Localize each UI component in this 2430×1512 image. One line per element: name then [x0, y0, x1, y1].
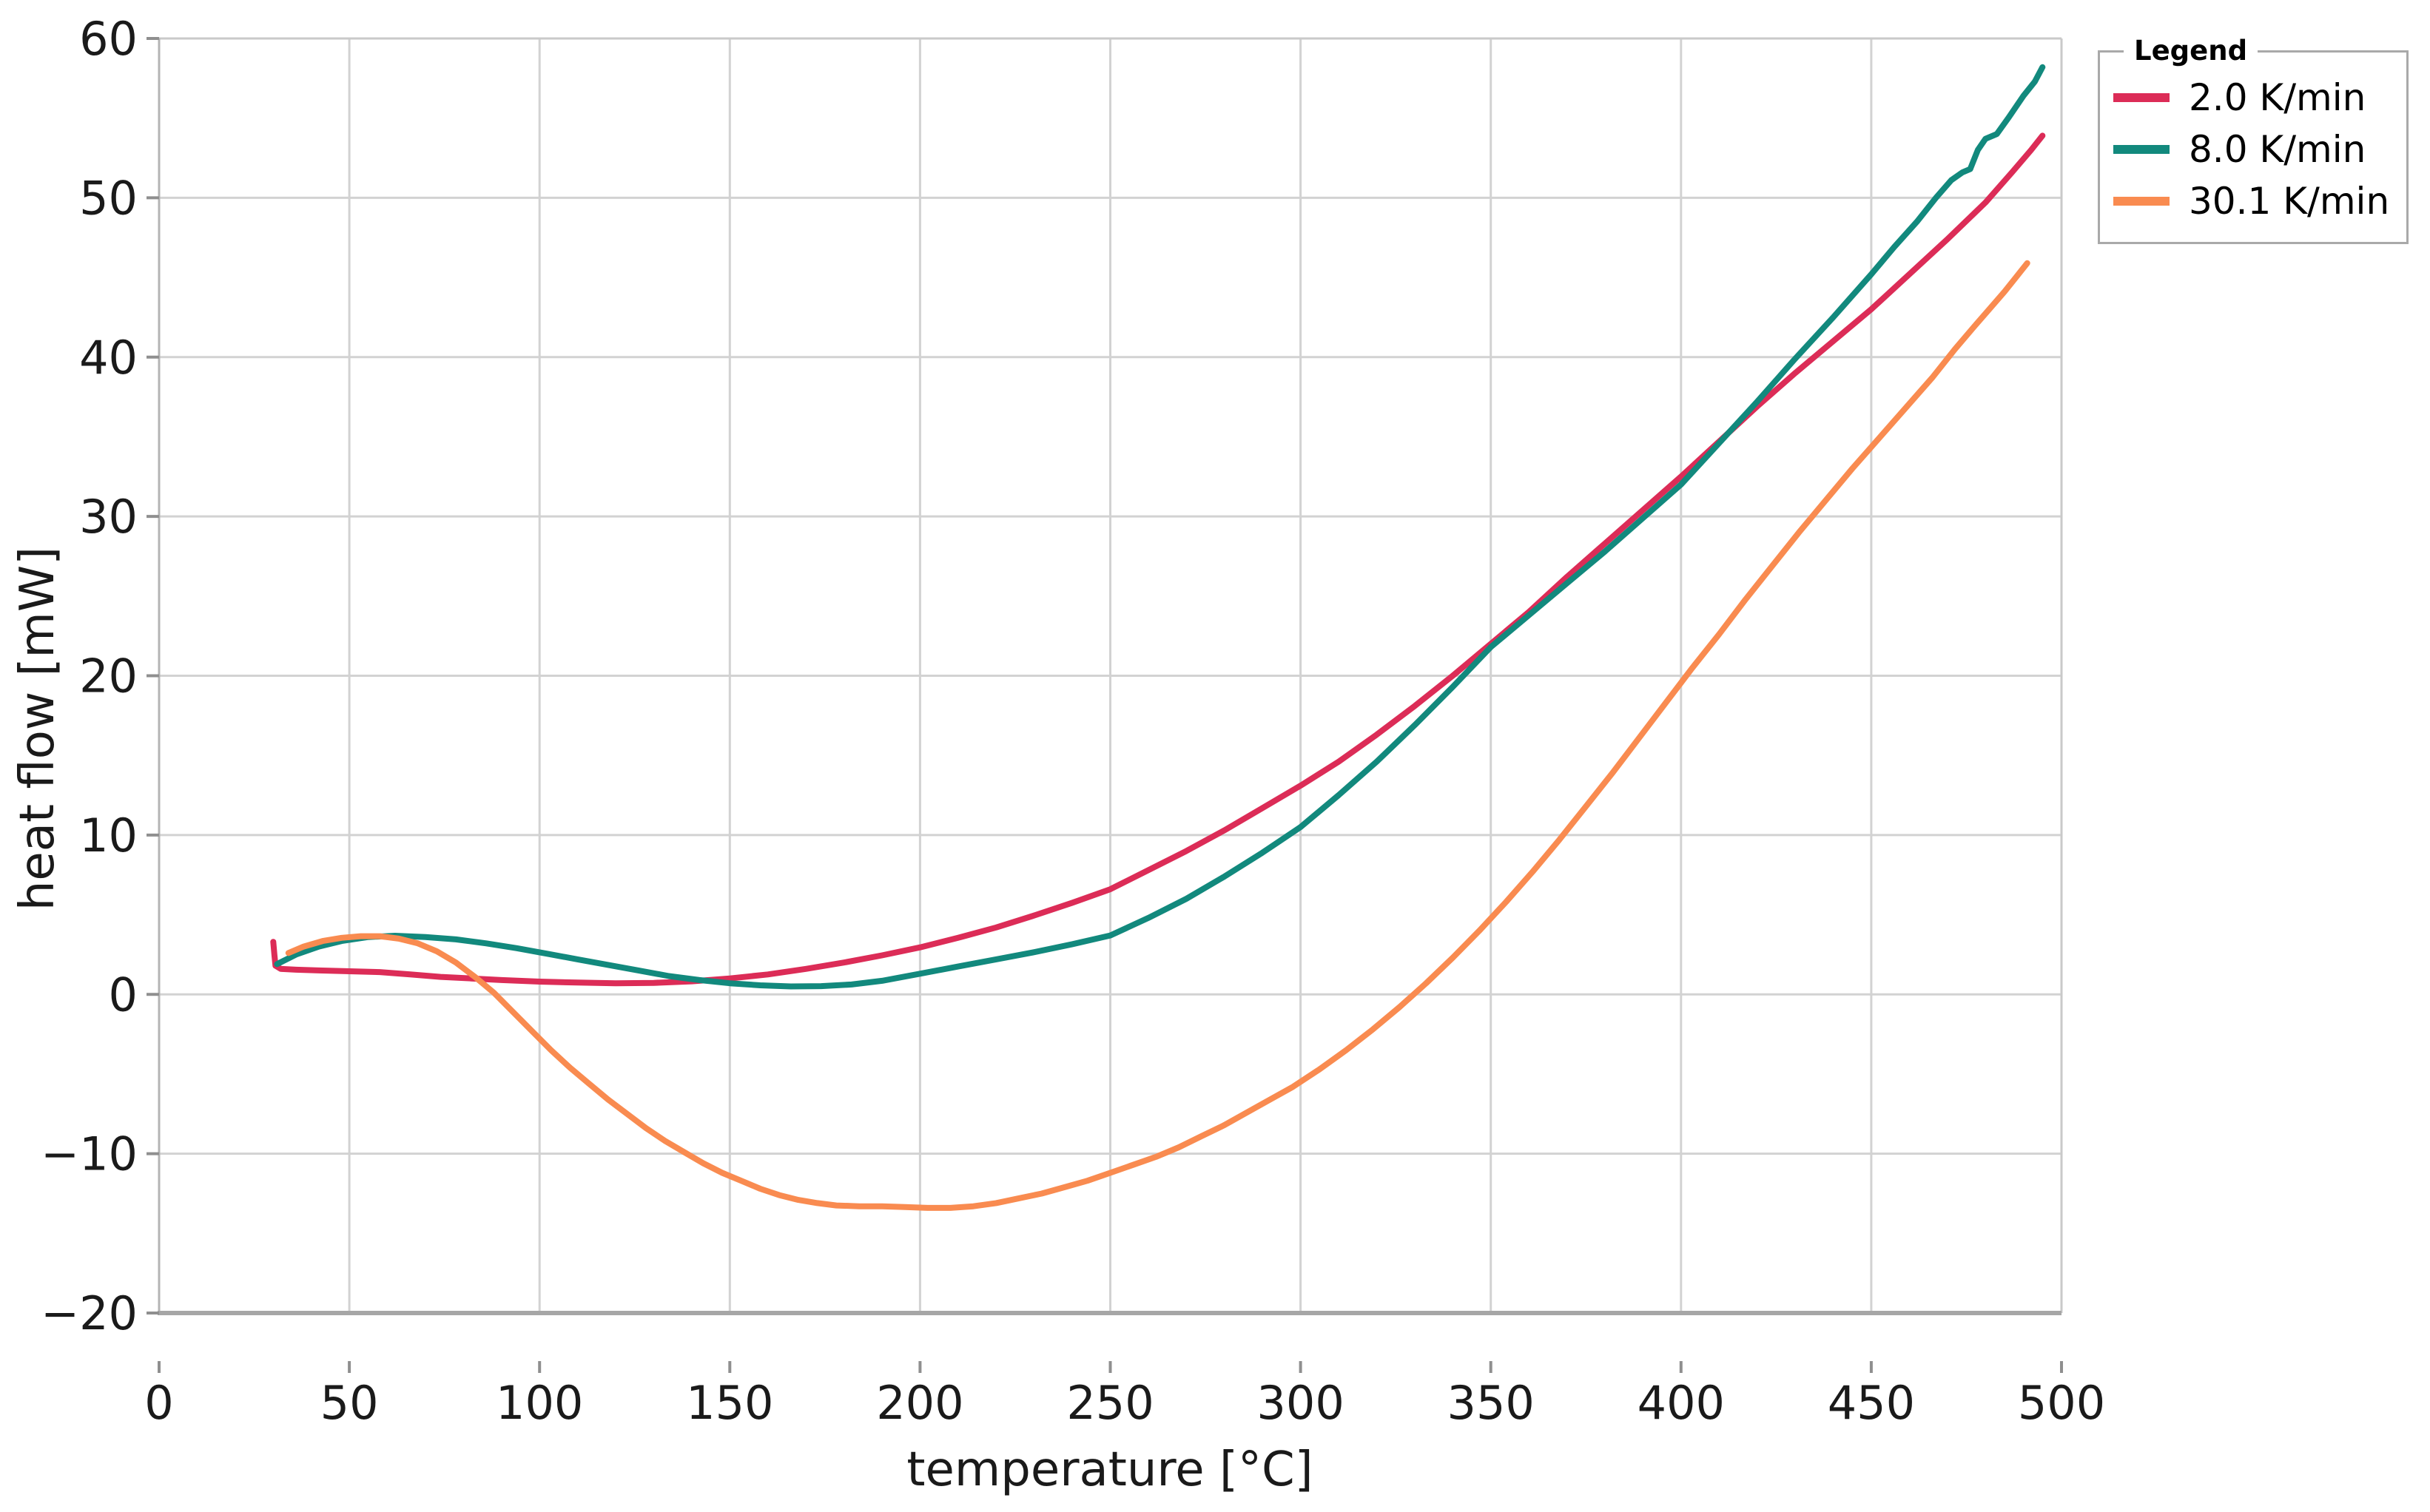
x-tick-label: 100	[496, 1376, 583, 1430]
legend-item: 2.0 K/min	[2100, 72, 2406, 124]
legend-item: 8.0 K/min	[2100, 124, 2406, 175]
y-tick-label: 40	[79, 331, 138, 385]
x-tick-label: 300	[1256, 1376, 1344, 1430]
axis-tick-labels: 0 50 100 150 200 250 300 350 400 450 500 −20 −10 0 10 2…	[41, 12, 2105, 1430]
curve-2.0-K/min	[270, 132, 2046, 987]
plot-border	[158, 37, 2063, 1315]
x-tick-label: 500	[2018, 1376, 2105, 1430]
x-tick-label: 150	[686, 1376, 773, 1430]
y-tick-label: 20	[79, 649, 138, 703]
axis-tick-marks	[147, 37, 2063, 1373]
y-tick-label: 10	[79, 809, 138, 863]
legend-item-label: 30.1 K/min	[2189, 180, 2390, 223]
data-curves	[270, 64, 2046, 1211]
y-tick-label: −20	[41, 1286, 138, 1340]
x-tick-label: 250	[1066, 1376, 1154, 1430]
legend-item-label: 8.0 K/min	[2189, 128, 2366, 171]
x-tick-label: 450	[1828, 1376, 1915, 1430]
x-tick-label: 50	[320, 1376, 379, 1430]
gridlines	[158, 37, 2063, 1314]
legend-rows: 2.0 K/min 8.0 K/min 30.1 K/min	[2100, 72, 2406, 227]
y-tick-label: 30	[79, 490, 138, 544]
y-tick-label: −10	[41, 1127, 138, 1181]
curve-30.1-K/min	[285, 260, 2030, 1211]
y-axis-title: heat flow [mW]	[10, 547, 65, 911]
y-tick-label: 50	[79, 171, 138, 225]
legend-item-label: 2.0 K/min	[2189, 76, 2366, 119]
y-tick-label: 0	[109, 968, 138, 1022]
legend-swatch-30.1-icon	[2113, 197, 2170, 206]
legend-item: 30.1 K/min	[2100, 175, 2406, 227]
x-tick-label: 350	[1447, 1376, 1535, 1430]
legend-box: Legend 2.0 K/min 8.0 K/min 30.1 K/min	[2098, 33, 2409, 244]
legend-swatch-8.0-icon	[2113, 145, 2170, 154]
x-tick-label: 0	[144, 1376, 173, 1430]
y-tick-label: 60	[79, 12, 138, 66]
legend-swatch-2.0-icon	[2113, 93, 2170, 102]
legend-title: Legend	[2124, 33, 2258, 69]
x-axis-title: temperature [°C]	[906, 1442, 1313, 1497]
x-tick-label: 400	[1638, 1376, 1725, 1430]
x-tick-label: 200	[876, 1376, 963, 1430]
curve-8.0-K/min	[274, 64, 2046, 990]
